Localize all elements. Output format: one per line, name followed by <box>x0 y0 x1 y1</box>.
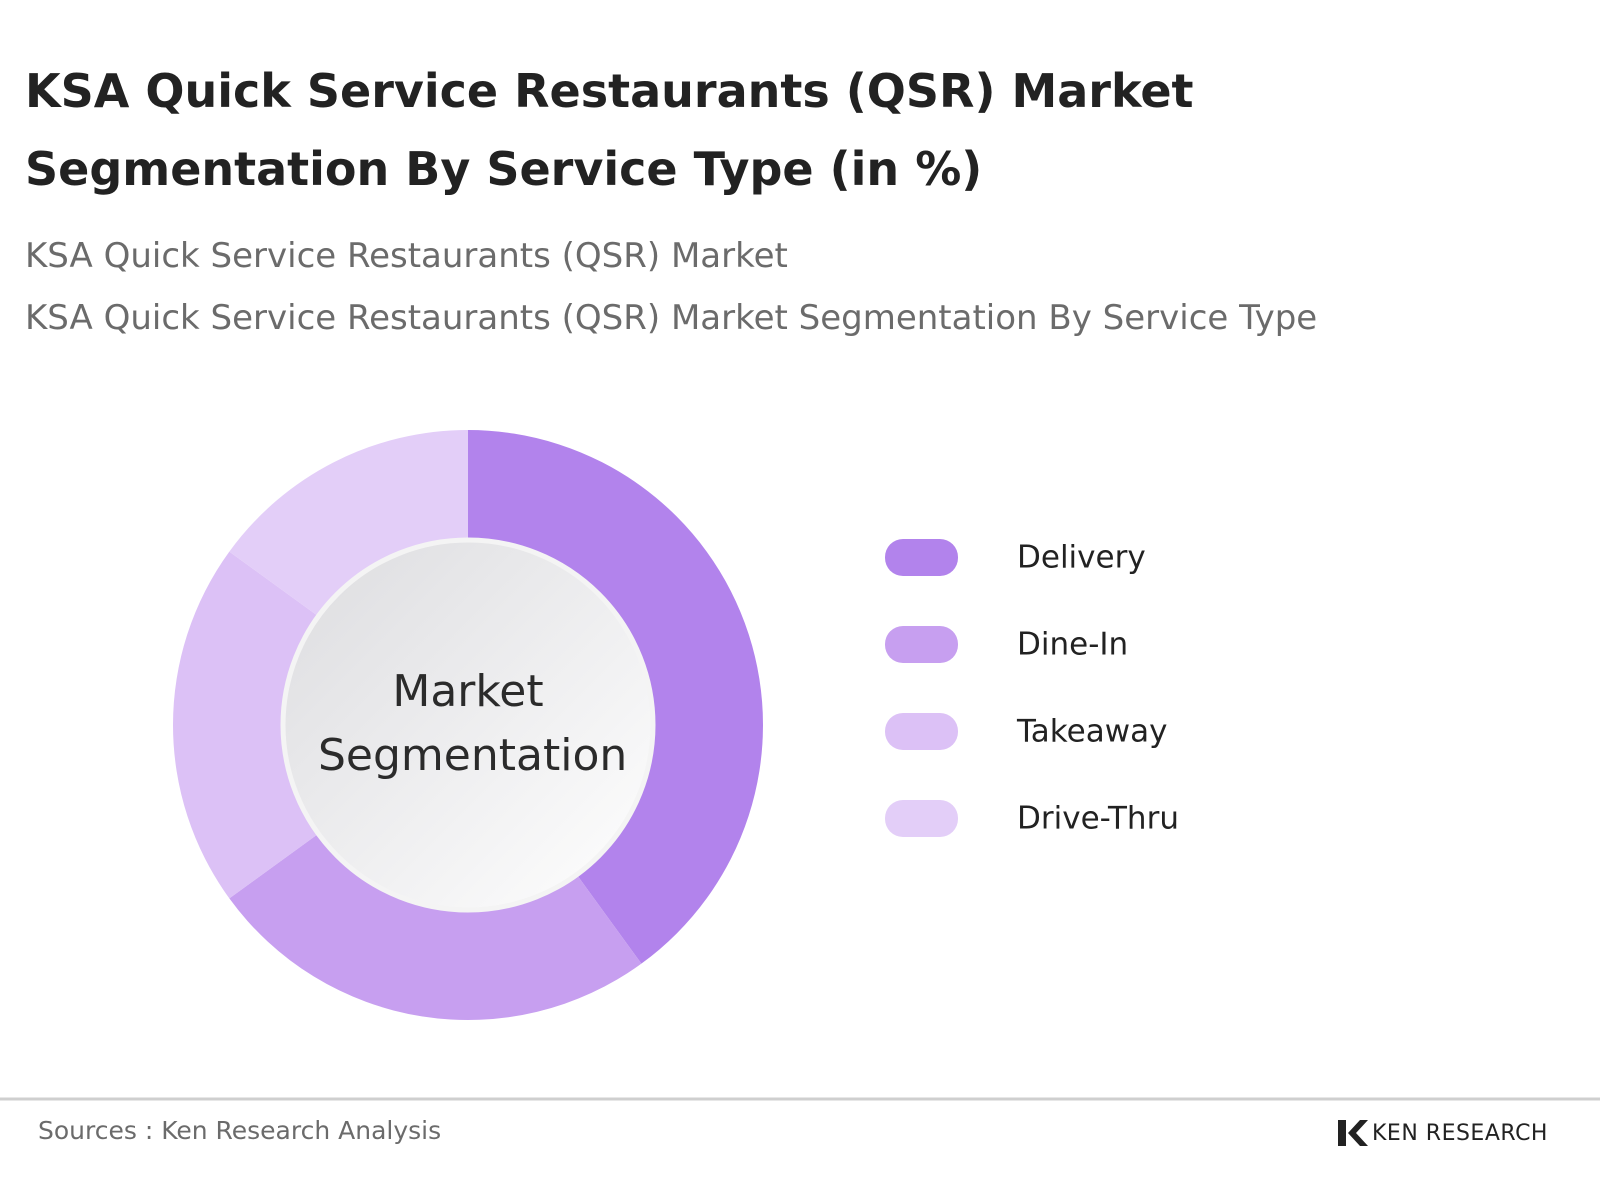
legend-swatch <box>885 800 958 837</box>
logo-icon <box>1338 1120 1368 1146</box>
legend-swatch <box>885 539 958 576</box>
logo: KEN RESEARCH <box>1372 1121 1548 1146</box>
legend-swatch <box>885 626 958 663</box>
donut-center <box>280 537 656 913</box>
donut <box>173 430 764 1020</box>
source: Sources : Ken Research Analysis <box>38 1116 441 1145</box>
legend-label: Drive-Thru <box>1017 801 1179 837</box>
subtitle: KSA Quick Service Restaurants (QSR) Mark… <box>25 298 1318 338</box>
slice <box>229 833 642 1020</box>
slice <box>173 551 319 899</box>
legend-label: Takeaway <box>1016 714 1167 750</box>
chart-title: KSA Quick Service Restaurants (QSR) Mark… <box>25 64 1194 196</box>
subtitle: KSA Quick Service Restaurants (QSR) Mark… <box>25 236 788 276</box>
legend-label: Delivery <box>1017 540 1146 576</box>
slice <box>229 430 468 617</box>
legend-swatch <box>885 713 958 750</box>
slice <box>468 430 764 964</box>
legend: Delivery Dine-In Takeaway Drive-Thru <box>885 539 1179 837</box>
center-label: Market Segmentation <box>318 666 628 781</box>
legend-label: Dine-In <box>1017 627 1128 663</box>
